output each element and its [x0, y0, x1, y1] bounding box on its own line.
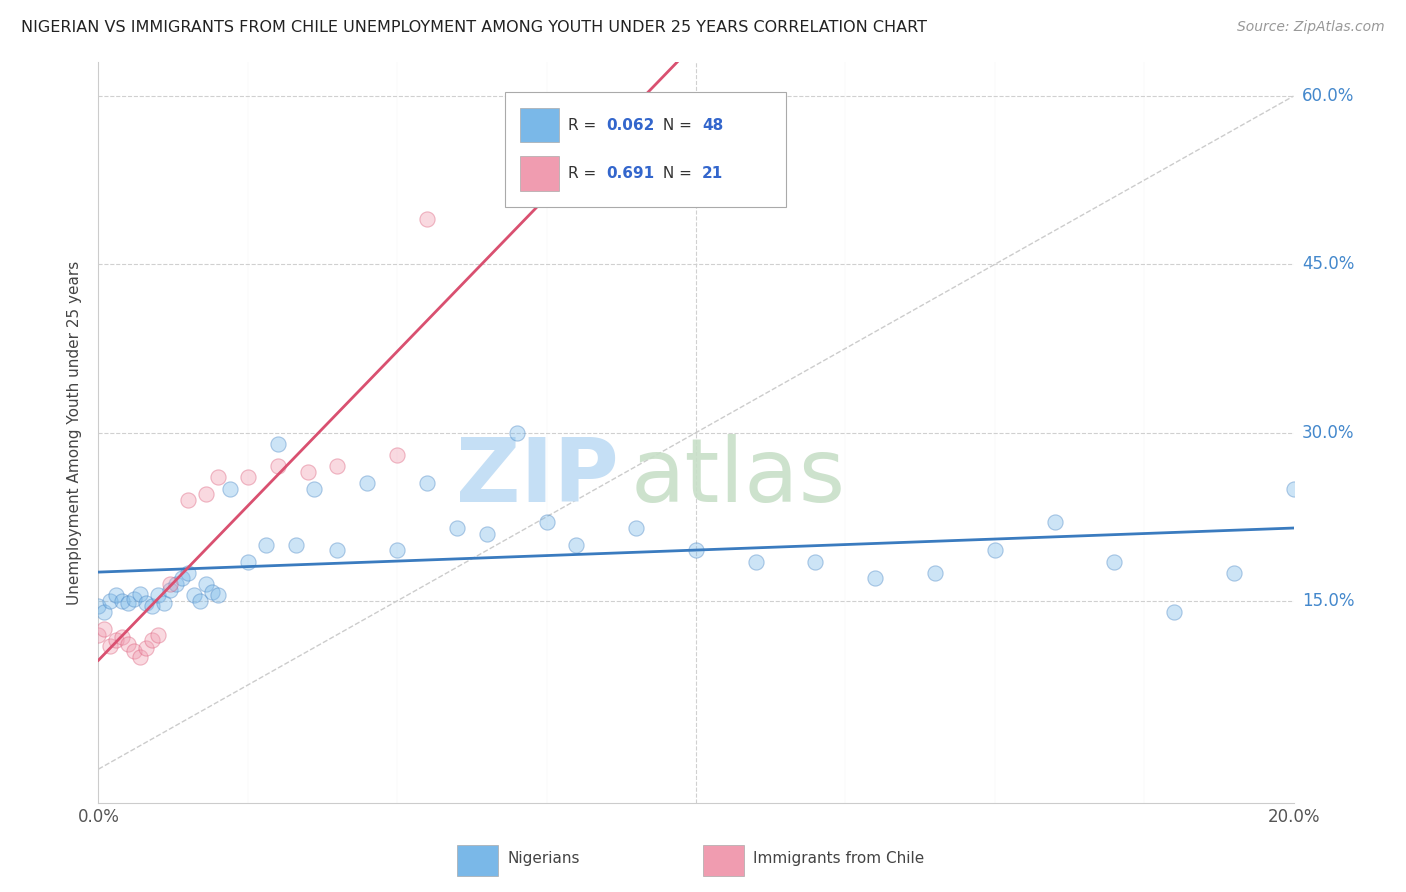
- Point: [745, 555, 768, 569]
- Point: [195, 577, 218, 591]
- Point: [207, 470, 229, 484]
- Point: [87, 627, 110, 641]
- Point: [236, 470, 259, 484]
- Point: [135, 640, 157, 655]
- Point: [302, 482, 325, 496]
- Text: 0.062: 0.062: [606, 118, 655, 133]
- Point: [984, 543, 1007, 558]
- Text: R =: R =: [568, 118, 602, 133]
- Point: [416, 476, 439, 491]
- Text: Source: ZipAtlas.com: Source: ZipAtlas.com: [1237, 20, 1385, 34]
- Point: [506, 425, 529, 440]
- Point: [98, 594, 122, 608]
- Text: N =: N =: [658, 166, 696, 181]
- Text: ZIP: ZIP: [456, 434, 619, 521]
- Point: [117, 596, 139, 610]
- Point: [159, 577, 181, 591]
- Point: [129, 650, 152, 665]
- Point: [135, 596, 157, 610]
- Text: 0.691: 0.691: [606, 166, 654, 181]
- Point: [98, 639, 122, 653]
- Point: [129, 587, 152, 601]
- Point: [565, 538, 588, 552]
- Point: [159, 582, 181, 597]
- Point: [141, 599, 163, 614]
- Point: [111, 594, 134, 608]
- Point: [865, 571, 887, 585]
- Text: 30.0%: 30.0%: [1302, 424, 1354, 442]
- Text: Nigerians: Nigerians: [508, 851, 579, 866]
- Text: 60.0%: 60.0%: [1302, 87, 1354, 105]
- Point: [326, 459, 349, 474]
- Text: NIGERIAN VS IMMIGRANTS FROM CHILE UNEMPLOYMENT AMONG YOUTH UNDER 25 YEARS CORREL: NIGERIAN VS IMMIGRANTS FROM CHILE UNEMPL…: [21, 20, 927, 35]
- Point: [153, 596, 176, 610]
- Point: [124, 644, 146, 658]
- Point: [326, 543, 349, 558]
- Point: [416, 212, 439, 227]
- Point: [117, 636, 139, 650]
- Point: [87, 599, 110, 614]
- Point: [219, 482, 242, 496]
- Point: [685, 543, 707, 558]
- Point: [924, 566, 946, 580]
- Point: [297, 465, 319, 479]
- Point: [385, 543, 409, 558]
- Point: [1163, 605, 1185, 619]
- Point: [207, 588, 229, 602]
- Point: [475, 526, 498, 541]
- Point: [188, 594, 211, 608]
- Point: [177, 566, 200, 580]
- Text: 15.0%: 15.0%: [1302, 592, 1354, 610]
- Point: [267, 437, 290, 451]
- Point: [236, 555, 259, 569]
- Point: [183, 588, 205, 602]
- Point: [536, 516, 558, 530]
- Point: [105, 633, 128, 648]
- Point: [356, 476, 378, 491]
- FancyBboxPatch shape: [505, 92, 786, 207]
- Point: [626, 521, 648, 535]
- Point: [446, 521, 468, 535]
- Point: [105, 588, 128, 602]
- Point: [93, 605, 115, 619]
- Point: [1282, 482, 1305, 496]
- Point: [1223, 566, 1246, 580]
- Text: Immigrants from Chile: Immigrants from Chile: [754, 851, 925, 866]
- FancyBboxPatch shape: [457, 845, 498, 876]
- Point: [124, 591, 146, 606]
- Text: R =: R =: [568, 166, 602, 181]
- Point: [165, 577, 187, 591]
- Point: [267, 459, 290, 474]
- Point: [172, 571, 194, 585]
- Text: atlas: atlas: [630, 434, 845, 521]
- Text: 45.0%: 45.0%: [1302, 255, 1354, 273]
- Point: [148, 588, 170, 602]
- Point: [148, 627, 170, 641]
- Point: [201, 585, 224, 599]
- Text: N =: N =: [658, 118, 696, 133]
- Point: [93, 622, 115, 636]
- Point: [177, 492, 200, 507]
- Point: [1043, 516, 1066, 530]
- Point: [804, 555, 827, 569]
- Text: 48: 48: [702, 118, 723, 133]
- Y-axis label: Unemployment Among Youth under 25 years: Unemployment Among Youth under 25 years: [67, 260, 83, 605]
- Point: [385, 448, 409, 462]
- FancyBboxPatch shape: [520, 156, 558, 191]
- Point: [1104, 555, 1126, 569]
- FancyBboxPatch shape: [520, 108, 558, 143]
- Point: [141, 633, 163, 648]
- Point: [284, 538, 307, 552]
- Point: [195, 487, 218, 501]
- Point: [254, 538, 277, 552]
- Text: 21: 21: [702, 166, 723, 181]
- FancyBboxPatch shape: [703, 845, 744, 876]
- Point: [111, 630, 134, 644]
